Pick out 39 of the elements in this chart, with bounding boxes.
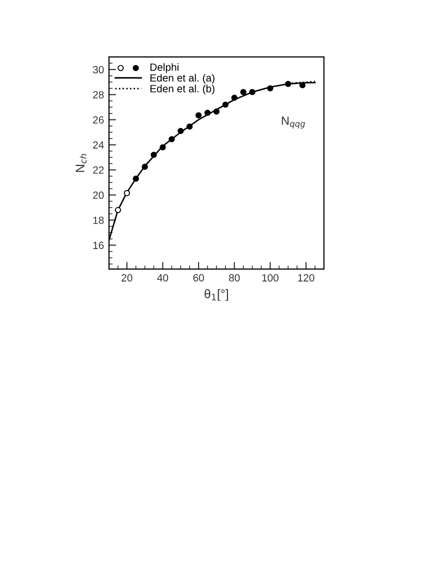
x-tick-label: 100 [262, 274, 278, 282]
x-axis-title: θ$_{1}$[°] [204, 289, 228, 301]
point [168, 136, 175, 142]
point [124, 190, 130, 196]
point [222, 102, 229, 108]
y-tick-label: 24 [93, 141, 104, 149]
legend-label: Eden et al. (b) [150, 84, 214, 94]
point [150, 152, 157, 158]
point [299, 82, 306, 88]
y-tick-label: 28 [93, 91, 104, 98]
point [240, 89, 246, 96]
y-tick-label: 20 [93, 191, 104, 199]
y-tick-label: 30 [92, 66, 104, 74]
x-tick-label: 20 [122, 274, 132, 282]
point [231, 94, 238, 101]
point [204, 110, 211, 116]
point [114, 206, 122, 214]
point [267, 85, 274, 92]
point [213, 108, 220, 115]
y-axis-title: N$_{ch}$ [76, 154, 87, 172]
point [178, 128, 184, 134]
y-tick-label: 18 [93, 216, 104, 224]
y-tick-label: 26 [93, 116, 104, 124]
x-tick-label: 40 [157, 274, 168, 282]
legend-label: Delphi [150, 63, 178, 73]
point [186, 124, 193, 130]
point [195, 112, 202, 118]
x-tick-label: 60 [193, 274, 204, 282]
y-tick-label: 16 [93, 242, 104, 250]
legend-label: Eden et al. (a) [150, 74, 214, 84]
point [285, 80, 292, 88]
annotation: N$_{qqg}$ [282, 116, 306, 128]
point [142, 164, 148, 170]
x-tick-label: 80 [229, 274, 240, 282]
point [132, 176, 139, 182]
x-tick-label: 120 [298, 274, 314, 282]
point [160, 144, 166, 150]
point [249, 89, 256, 96]
y-tick-label: 22 [93, 166, 104, 174]
